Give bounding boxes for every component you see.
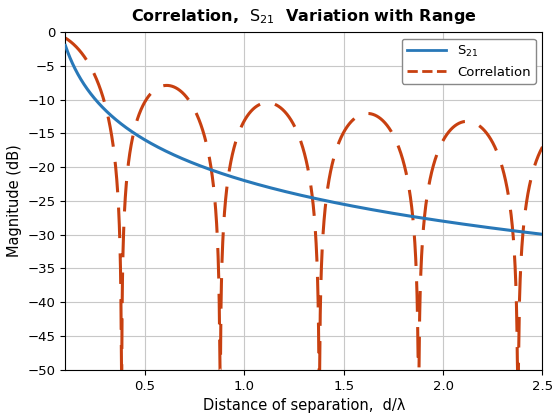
S$_{21}$ — [411, 214, 418, 219]
S$_{21}$ — [43, 29, 49, 34]
Legend: S$_{21}$, Correlation: S$_{21}$, Correlation — [402, 39, 536, 84]
S$_{21}$ — [232, 176, 239, 181]
Correlation — [43, 29, 49, 34]
Correlation — [411, 234, 418, 239]
S$_{21}$ — [312, 196, 319, 201]
S$_{21}$ — [539, 232, 546, 237]
Correlation — [539, 144, 546, 150]
Correlation — [342, 128, 348, 133]
Correlation — [232, 139, 239, 144]
Line: S$_{21}$: S$_{21}$ — [46, 32, 543, 234]
Correlation — [76, 48, 83, 53]
Title: Correlation,  $\mathrm{S_{21}}$  Variation with Range: Correlation, $\mathrm{S_{21}}$ Variation… — [131, 7, 477, 26]
S$_{21}$ — [76, 74, 83, 79]
S$_{21}$ — [342, 202, 348, 207]
Correlation — [312, 226, 319, 231]
S$_{21}$ — [162, 148, 169, 153]
X-axis label: Distance of separation,  d/λ: Distance of separation, d/λ — [203, 398, 405, 413]
Y-axis label: Magnitude (dB): Magnitude (dB) — [7, 144, 22, 257]
Correlation — [118, 367, 125, 372]
Correlation — [162, 83, 169, 88]
Line: Correlation: Correlation — [46, 32, 543, 370]
